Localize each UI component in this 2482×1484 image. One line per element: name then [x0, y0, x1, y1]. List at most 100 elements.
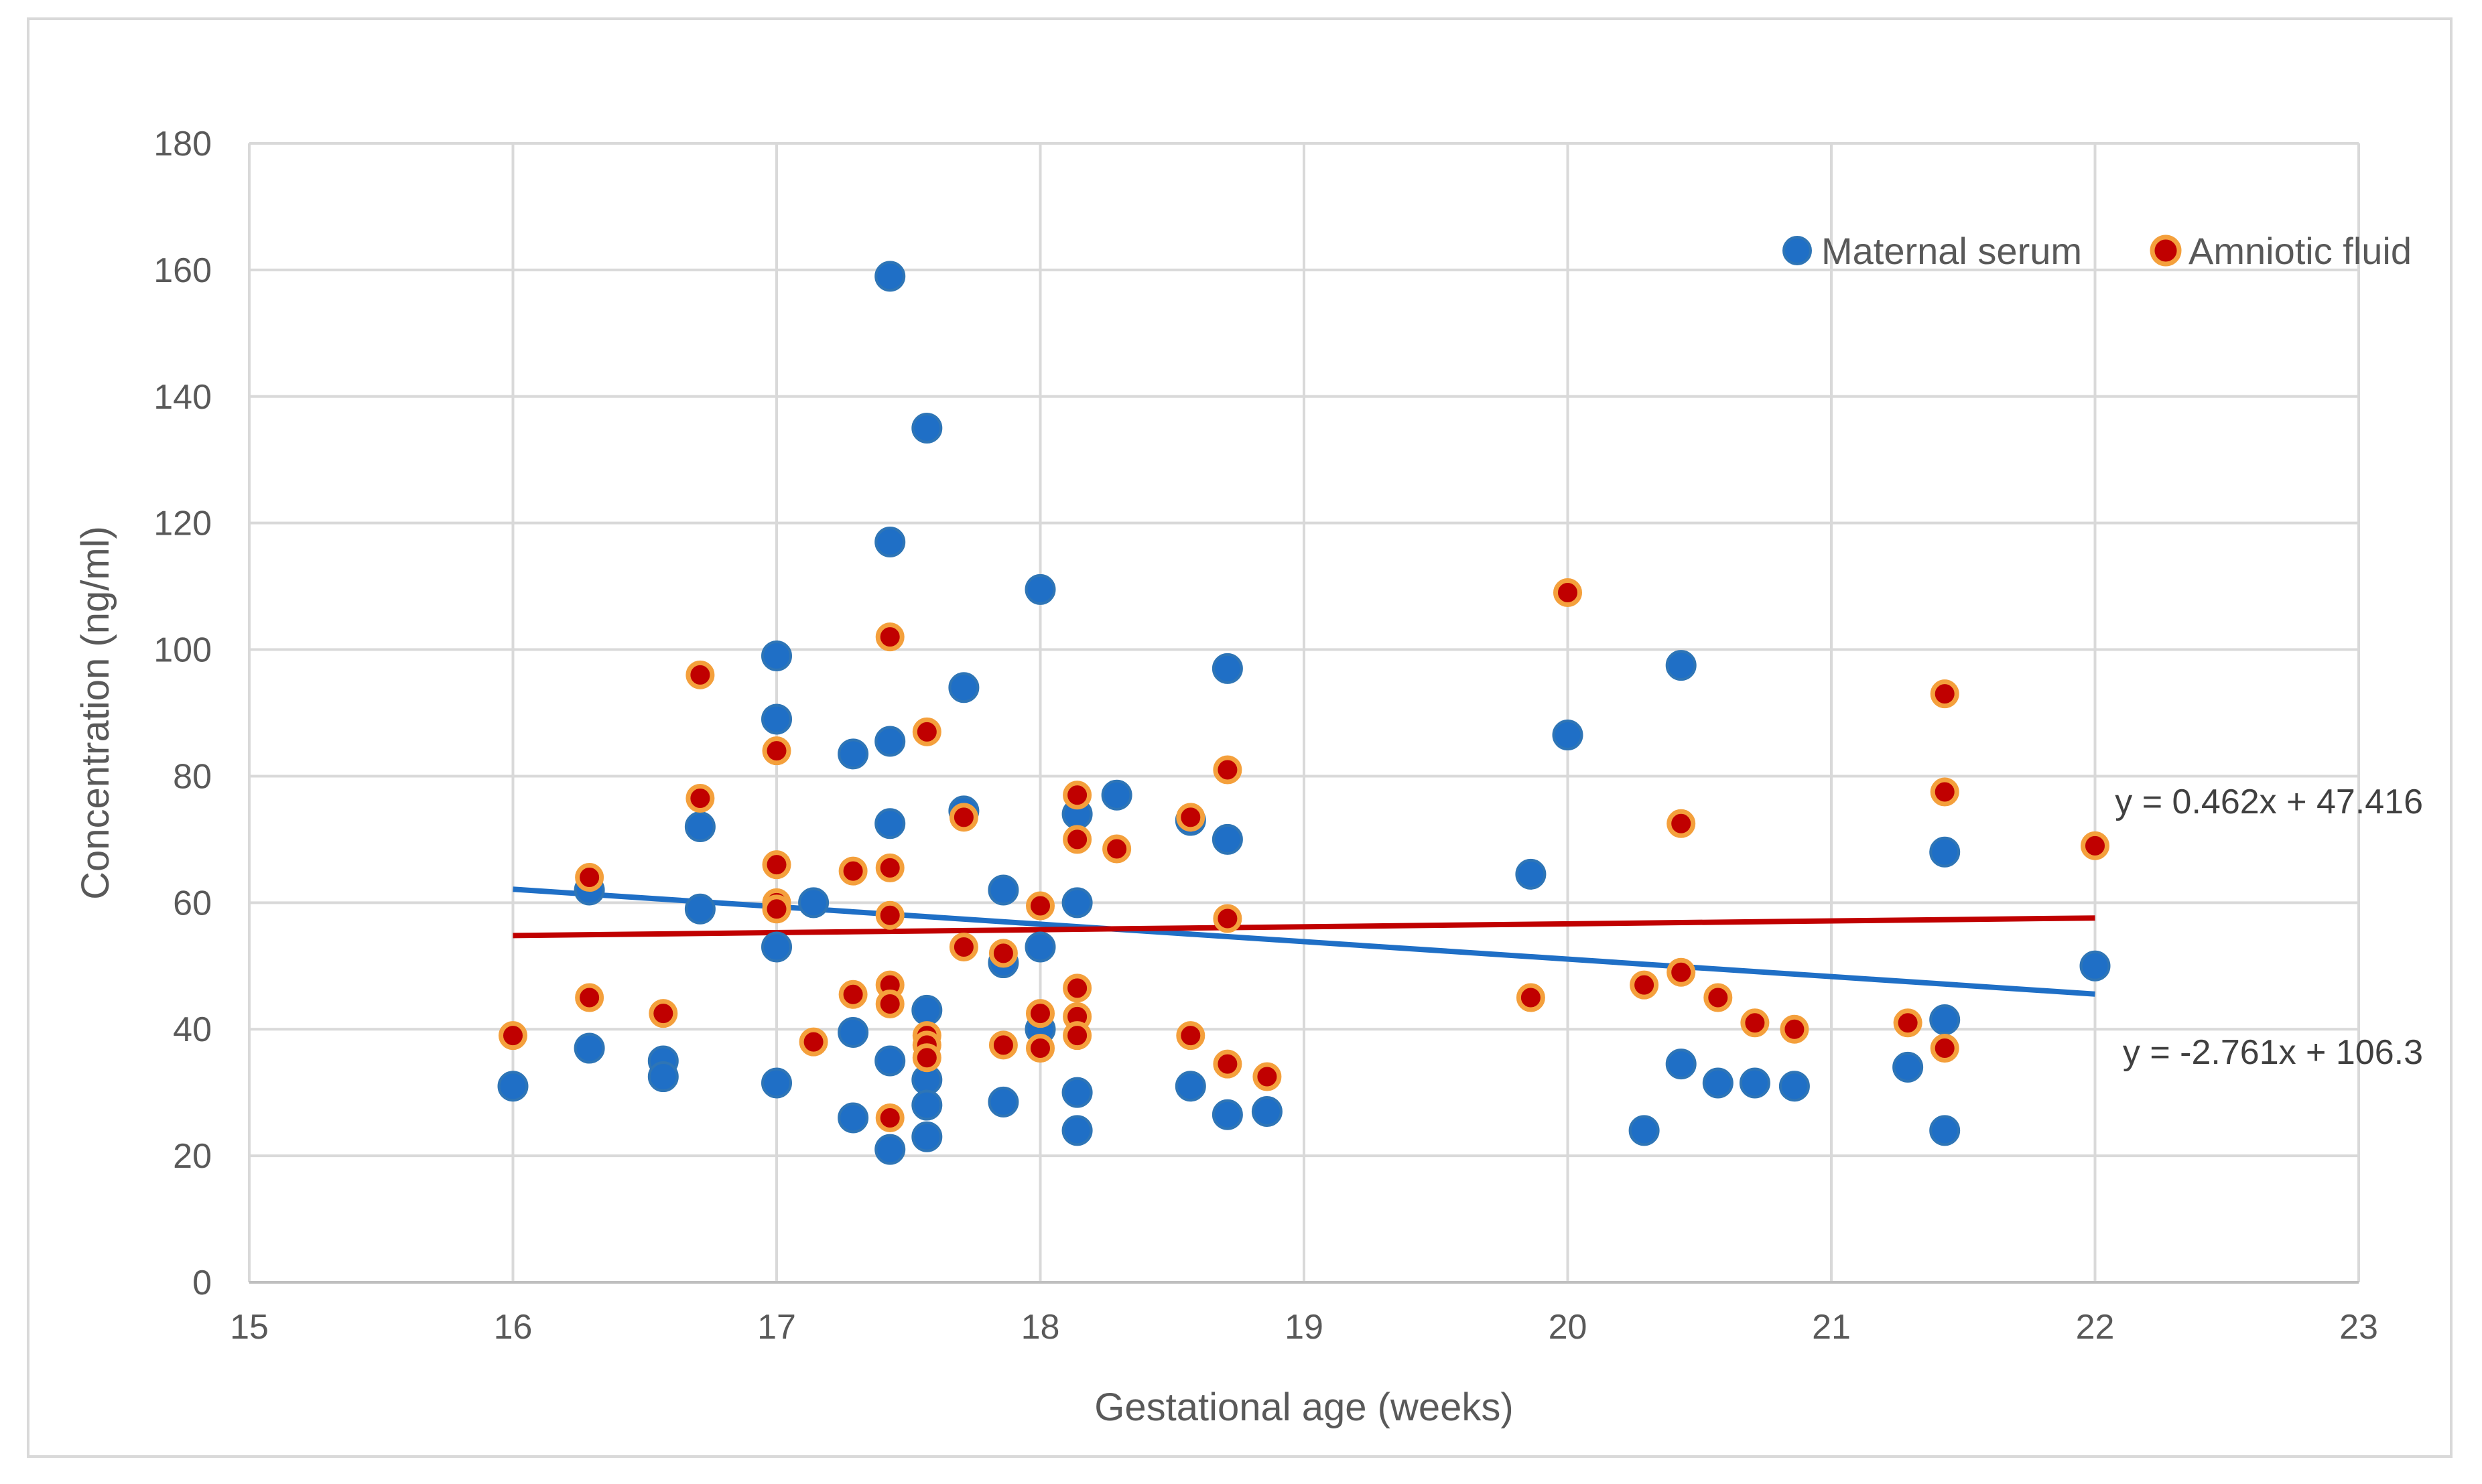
legend-item-maternal-serum: Maternal serum	[1782, 230, 2082, 272]
point-maternal-serum	[684, 893, 716, 925]
point-amniotic-fluid	[799, 1027, 828, 1057]
point-amniotic-fluid	[762, 894, 791, 924]
point-amniotic-fluid	[1252, 1062, 1282, 1091]
point-amniotic-fluid	[988, 939, 1018, 968]
point-maternal-serum	[761, 931, 792, 963]
point-maternal-serum	[874, 1134, 906, 1165]
trendline-equation-maternal-serum: y = -2.761x + 106.3	[2123, 1033, 2423, 1072]
x-tick-label: 23	[2339, 1308, 2378, 1347]
x-tick-label: 17	[757, 1308, 796, 1347]
point-maternal-serum	[1515, 858, 1547, 890]
point-maternal-serum	[1778, 1071, 1810, 1102]
point-amniotic-fluid	[1893, 1008, 1922, 1038]
point-amniotic-fluid	[875, 1103, 905, 1132]
legend-label-maternal-serum: Maternal serum	[1821, 230, 2082, 272]
point-maternal-serum	[1212, 653, 1243, 684]
point-maternal-serum	[838, 738, 869, 770]
point-amniotic-fluid	[875, 853, 905, 882]
y-tick-label: 160	[153, 251, 212, 290]
legend-marker-amniotic-fluid	[2150, 234, 2182, 267]
legend-item-amniotic-fluid: Amniotic fluid	[2150, 230, 2412, 272]
point-amniotic-fluid	[988, 1030, 1018, 1060]
y-tick-label: 120	[153, 504, 212, 543]
y-tick-label: 20	[173, 1137, 212, 1176]
point-amniotic-fluid	[1102, 834, 1132, 864]
point-maternal-serum	[1025, 574, 1056, 605]
point-amniotic-fluid	[575, 863, 604, 892]
point-amniotic-fluid	[1026, 999, 1055, 1028]
point-amniotic-fluid	[2081, 831, 2109, 860]
point-maternal-serum	[684, 811, 716, 842]
point-amniotic-fluid	[949, 803, 978, 832]
y-axis-title: Concentration (ng/ml)	[74, 526, 117, 900]
point-amniotic-fluid	[1063, 1021, 1092, 1051]
point-maternal-serum	[761, 703, 792, 735]
x-tick-label: 18	[1021, 1308, 1060, 1347]
point-maternal-serum	[1552, 720, 1583, 751]
point-maternal-serum	[911, 1121, 943, 1152]
point-maternal-serum	[874, 1045, 906, 1077]
gridlines	[248, 142, 2360, 1282]
point-maternal-serum	[497, 1071, 529, 1102]
point-amniotic-fluid	[1740, 1008, 1770, 1038]
point-amniotic-fluid	[649, 999, 678, 1028]
point-amniotic-fluid	[1213, 755, 1242, 785]
point-amniotic-fluid	[1176, 803, 1205, 832]
point-maternal-serum	[2079, 950, 2111, 982]
point-amniotic-fluid	[875, 622, 905, 652]
point-maternal-serum	[1929, 836, 1961, 868]
point-maternal-serum	[1061, 887, 1093, 919]
point-maternal-serum	[761, 640, 792, 671]
point-maternal-serum	[874, 527, 906, 557]
x-tick-label: 22	[2076, 1308, 2115, 1347]
y-tick-label: 100	[153, 631, 212, 670]
point-maternal-serum	[1061, 1115, 1093, 1146]
point-amniotic-fluid	[1930, 679, 1959, 709]
point-amniotic-fluid	[1213, 1049, 1242, 1079]
point-maternal-serum	[874, 808, 906, 839]
legend-label-amniotic-fluid: Amniotic fluid	[2189, 230, 2412, 272]
point-maternal-serum	[1025, 931, 1056, 963]
point-amniotic-fluid	[762, 850, 791, 880]
point-maternal-serum	[574, 1032, 605, 1064]
point-maternal-serum	[1665, 1049, 1697, 1080]
point-maternal-serum	[1101, 779, 1132, 811]
point-amniotic-fluid	[685, 660, 715, 689]
point-amniotic-fluid	[1176, 1021, 1205, 1051]
point-maternal-serum	[911, 1089, 943, 1121]
point-maternal-serum	[1212, 1099, 1243, 1130]
point-amniotic-fluid	[1063, 825, 1092, 854]
point-maternal-serum	[1251, 1096, 1283, 1127]
point-maternal-serum	[798, 887, 830, 919]
point-maternal-serum	[838, 1016, 869, 1048]
point-amniotic-fluid	[912, 717, 941, 746]
point-amniotic-fluid	[1667, 957, 1696, 987]
point-maternal-serum	[1061, 1077, 1093, 1108]
point-maternal-serum	[988, 874, 1019, 906]
point-amniotic-fluid	[685, 784, 715, 813]
scatter-chart: 0 20 40 60 80 100 120 140 160 180 15 16 17 18 19 20 21 22…	[74, 125, 2423, 1429]
point-amniotic-fluid	[1930, 777, 1959, 807]
point-amniotic-fluid	[838, 856, 868, 886]
y-tick-label: 40	[173, 1010, 212, 1049]
point-amniotic-fluid	[762, 736, 791, 766]
x-tick-label: 15	[230, 1308, 269, 1347]
x-tick-label: 20	[1549, 1308, 1587, 1347]
point-maternal-serum	[647, 1061, 679, 1093]
point-maternal-serum	[1628, 1115, 1660, 1146]
point-amniotic-fluid	[949, 932, 978, 961]
point-maternal-serum	[911, 994, 943, 1026]
point-amniotic-fluid	[1026, 891, 1055, 921]
y-tick-label: 80	[173, 757, 212, 796]
point-amniotic-fluid	[1630, 970, 1659, 1000]
point-maternal-serum	[1212, 823, 1243, 855]
point-amniotic-fluid	[875, 900, 905, 930]
legend: Maternal serum Amniotic fluid	[1782, 230, 2412, 272]
point-maternal-serum	[1892, 1051, 1924, 1083]
legend-marker-maternal-serum	[1782, 236, 1812, 265]
point-amniotic-fluid	[499, 1021, 527, 1051]
y-tick-label: 0	[192, 1264, 212, 1302]
point-maternal-serum	[1929, 1004, 1961, 1036]
point-amniotic-fluid	[1063, 973, 1092, 1003]
point-amniotic-fluid	[1780, 1014, 1809, 1044]
